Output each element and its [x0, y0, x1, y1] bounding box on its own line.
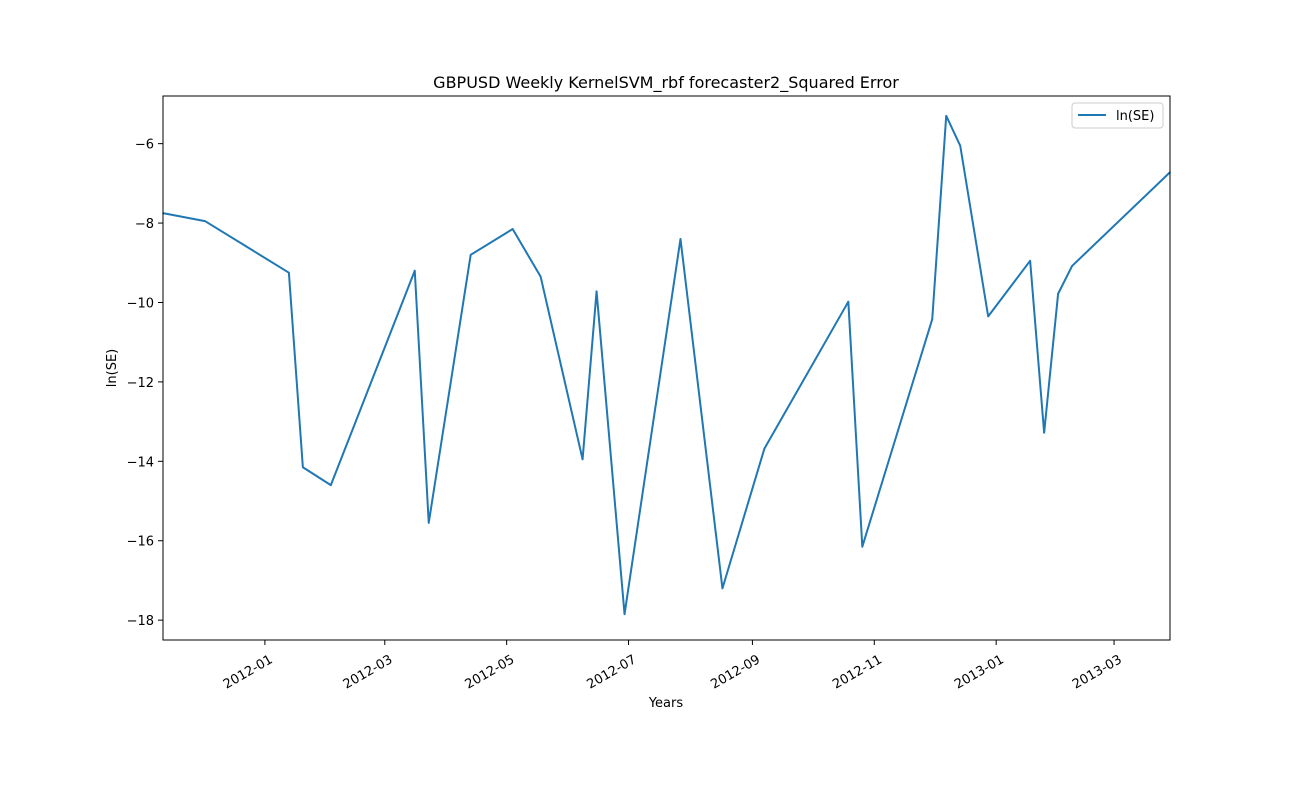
data-point [679, 238, 682, 240]
data-point [427, 522, 430, 524]
data-point [1057, 292, 1059, 295]
data-point [302, 466, 304, 469]
data-point [469, 254, 472, 256]
data-point [945, 115, 948, 117]
data-point [1029, 259, 1031, 262]
data-point [763, 447, 766, 450]
y-tick-label: −18 [127, 614, 154, 629]
data-point [288, 271, 290, 274]
data-point [1043, 431, 1045, 434]
y-tick-label: −6 [135, 138, 154, 153]
data-point [861, 545, 864, 548]
data-point [721, 587, 724, 590]
y-tick-label: −16 [127, 535, 154, 550]
y-axis: −18 −16 −14 −12 −10 −8 −6 [127, 138, 163, 629]
data-point [204, 220, 206, 222]
data-point [581, 458, 584, 461]
x-axis-label: Years [648, 696, 684, 711]
plot-area-frame [162, 95, 1171, 641]
data-point [1071, 265, 1073, 267]
y-axis-label: ln(SE) [105, 349, 120, 387]
data-point [959, 144, 962, 147]
legend: ln(SE) [1071, 102, 1164, 129]
data-point [330, 484, 332, 486]
data-point [413, 269, 416, 272]
y-tick-label: −10 [127, 296, 154, 311]
legend-box [1071, 102, 1164, 129]
data-point [847, 300, 850, 303]
legend-label: ln(SE) [1116, 109, 1154, 124]
data-point [539, 275, 542, 278]
data-point [623, 613, 626, 615]
data-point [511, 228, 514, 230]
y-tick-label: −8 [135, 217, 154, 232]
y-tick-label: −14 [127, 455, 154, 470]
y-tick-label: −12 [127, 376, 154, 391]
data-point [987, 315, 989, 318]
data-point [931, 318, 934, 320]
data-point [595, 290, 598, 293]
chart-title: GBPUSD Weekly KernelSVM_rbf forecaster2_… [433, 73, 899, 93]
